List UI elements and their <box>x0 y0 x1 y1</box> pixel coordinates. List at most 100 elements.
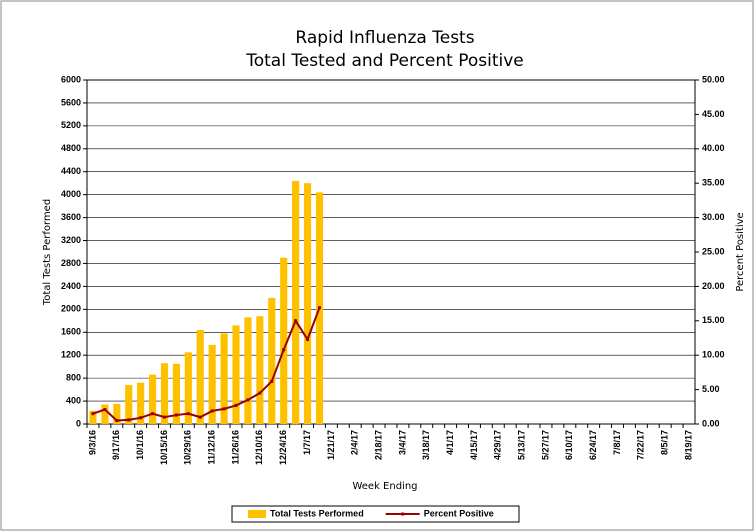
bar <box>232 325 240 424</box>
y-tick-label: 4400 <box>61 166 81 176</box>
line-marker <box>306 337 310 341</box>
chart-title: Rapid Influenza Tests <box>295 28 474 48</box>
bar <box>137 382 145 424</box>
y-tick-label: 2400 <box>61 281 81 291</box>
y-tick-label: 0 <box>76 418 81 428</box>
x-tick-label: 9/17/16 <box>111 430 121 460</box>
y-tick-label: 4800 <box>61 143 81 153</box>
x-tick-label: 3/18/17 <box>421 430 431 460</box>
x-tick-label: 1/21/17 <box>326 430 336 460</box>
line-marker <box>270 379 274 383</box>
x-tick-label: 5/27/17 <box>540 430 550 460</box>
bar <box>280 257 288 424</box>
y-tick-label: 2000 <box>61 304 81 314</box>
line-marker <box>91 412 95 416</box>
x-tick-label: 7/8/17 <box>612 430 622 455</box>
y-tick-label: 400 <box>66 395 81 405</box>
bar <box>196 329 204 424</box>
line-marker <box>317 306 321 310</box>
x-tick-label: 10/15/16 <box>159 430 169 465</box>
x-tick-label: 4/29/17 <box>493 430 503 460</box>
bar <box>303 183 312 424</box>
line-marker <box>282 348 286 352</box>
x-tick-label: 10/1/16 <box>135 430 145 460</box>
y-tick-label: 1600 <box>61 327 81 337</box>
x-tick-label: 11/26/16 <box>230 430 240 465</box>
y-tick-label: 3200 <box>61 235 81 245</box>
line-marker <box>139 416 143 420</box>
legend-label: Percent Positive <box>424 508 494 518</box>
x-tick-label: 11/12/16 <box>207 430 217 465</box>
line-marker <box>210 409 214 413</box>
x-tick-label: 8/5/17 <box>660 430 670 455</box>
bar <box>125 385 133 424</box>
y2-tick-label: 45.00 <box>702 109 725 119</box>
bar <box>148 374 157 424</box>
y-tick-label: 5600 <box>61 97 81 107</box>
bar <box>220 333 228 424</box>
bar <box>184 352 192 424</box>
line-marker <box>246 398 250 402</box>
line-marker <box>162 415 166 419</box>
line <box>92 307 321 422</box>
bar <box>292 180 300 424</box>
y2-tick-label: 25.00 <box>702 246 725 256</box>
y2-tick-label: 10.00 <box>702 350 725 360</box>
bar <box>208 344 216 424</box>
line-marker <box>103 408 107 412</box>
y2-tick-label: 40.00 <box>702 143 725 153</box>
x-tick-label: 7/22/17 <box>636 430 646 460</box>
legend-box <box>231 505 520 523</box>
y2-tick-label: 30.00 <box>702 212 725 222</box>
y2-tick-label: 0.00 <box>702 418 720 428</box>
y-tick-label: 2800 <box>61 258 81 268</box>
bar <box>113 403 121 424</box>
x-tick-label: 12/10/16 <box>254 430 264 465</box>
line-marker <box>222 407 226 411</box>
line-marker <box>186 412 190 416</box>
line-marker <box>294 319 298 323</box>
y2-axis-label: Percent Positive <box>735 212 746 291</box>
y-axis-label: Total Tests Performed <box>42 199 53 306</box>
bar <box>256 316 264 424</box>
x-tick-label: 8/19/17 <box>683 430 693 460</box>
y2-tick-label: 20.00 <box>702 281 725 291</box>
x-tick-label: 1/7/17 <box>302 430 312 455</box>
y2-tick-label: 15.00 <box>702 315 725 325</box>
x-tick-label: 12/24/16 <box>278 430 288 465</box>
x-axis-label: Week Ending <box>352 481 417 492</box>
y-tick-label: 5200 <box>61 120 81 130</box>
line-marker <box>198 415 202 419</box>
bar <box>268 297 276 424</box>
legend-label: Total Tests Performed <box>270 508 364 518</box>
x-tick-label: 2/18/17 <box>373 430 383 460</box>
x-tick-label: 6/10/17 <box>564 430 574 460</box>
y2-tick-label: 5.00 <box>702 384 720 394</box>
x-tick-label: 3/4/17 <box>397 430 407 455</box>
line-marker <box>127 418 131 422</box>
x-tick-label: 4/15/17 <box>469 430 479 460</box>
bar <box>160 363 169 424</box>
x-tick-label: 9/3/16 <box>87 430 97 455</box>
bar <box>101 404 109 424</box>
line-marker <box>115 419 119 423</box>
legend-swatch <box>248 510 266 518</box>
bar <box>89 410 97 424</box>
line-marker <box>234 403 238 407</box>
y-tick-label: 1200 <box>61 350 81 360</box>
y-tick-label: 3600 <box>61 212 81 222</box>
chart-subtitle: Total Tested and Percent Positive <box>245 51 524 71</box>
plot-frame <box>86 79 696 425</box>
y-tick-label: 800 <box>66 373 81 383</box>
y-tick-label: 4000 <box>61 189 81 199</box>
y2-tick-label: 50.00 <box>702 74 725 84</box>
line-marker <box>258 391 262 395</box>
x-tick-label: 10/29/16 <box>183 430 193 465</box>
line-marker <box>174 413 178 417</box>
y-tick-label: 6000 <box>61 74 81 84</box>
bar <box>244 317 252 424</box>
line-marker <box>151 412 155 416</box>
legend-swatch <box>401 512 405 516</box>
